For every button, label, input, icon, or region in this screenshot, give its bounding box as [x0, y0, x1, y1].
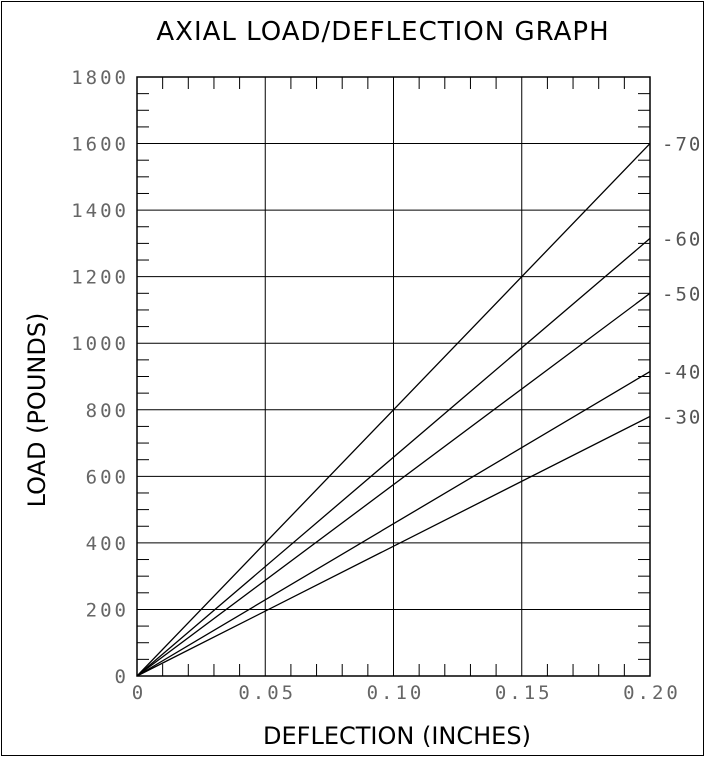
tick-labels: 0 200 400 600 800 1000 1200 1400 1600 1800 0 0.05 0.… — [71, 67, 681, 704]
y-tick-label: 1400 — [71, 200, 129, 222]
y-axis-label: LOAD (POUNDS) — [23, 313, 51, 508]
grid — [136, 76, 651, 677]
plot-area-border — [136, 76, 651, 677]
y-tick-label: 400 — [86, 533, 129, 555]
x-tick-label: 0.20 — [623, 682, 681, 704]
series-lines — [136, 143, 651, 677]
y-tick-label: 1600 — [71, 134, 129, 156]
series-label: -70 — [662, 134, 702, 156]
x-tick-label: 0.05 — [238, 682, 296, 704]
series-line — [136, 237, 651, 677]
series-label: -30 — [662, 406, 702, 428]
x-tick-label: 0.10 — [367, 682, 425, 704]
series-line — [136, 415, 651, 677]
series-label: -60 — [662, 228, 702, 250]
y-tick-label: 600 — [86, 466, 129, 488]
minor-ticks — [137, 77, 650, 676]
y-tick-label: 1800 — [71, 67, 129, 89]
y-tick-label: 0 — [115, 666, 129, 688]
chart-title: AXIAL LOAD/DEFLECTION GRAPH — [156, 17, 609, 47]
x-axis-label: DEFLECTION (INCHES) — [263, 722, 531, 750]
series-line — [136, 292, 651, 677]
y-tick-label: 1200 — [71, 267, 129, 289]
series-line — [136, 143, 651, 677]
x-tick-label: 0 — [132, 682, 146, 704]
y-tick-label: 1000 — [71, 333, 129, 355]
series-labels: -70 -60 -50 -40 -30 — [662, 134, 702, 429]
y-tick-label: 800 — [86, 400, 129, 422]
series-label: -50 — [662, 283, 702, 305]
x-tick-label: 0.15 — [495, 682, 553, 704]
series-line — [136, 370, 651, 677]
series-label: -40 — [662, 362, 702, 384]
y-tick-label: 200 — [86, 599, 129, 621]
